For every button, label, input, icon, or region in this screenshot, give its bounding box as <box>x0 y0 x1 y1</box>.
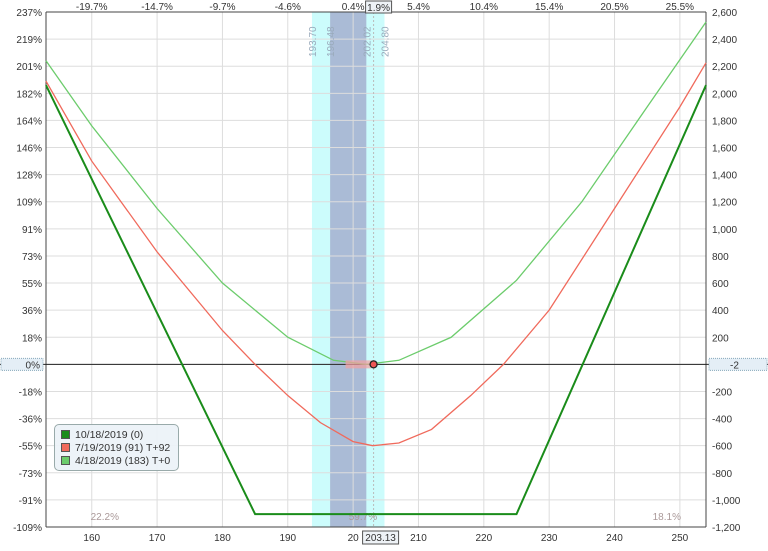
bottom-highlight-label: 203.13 <box>365 533 396 544</box>
band-label: 196.48 <box>326 26 337 57</box>
right-tick-label: 600 <box>712 279 729 290</box>
top-tick-label: 25.5% <box>666 2 694 13</box>
top-tick-label: 10.4% <box>470 2 498 13</box>
right-tick-label: 2,400 <box>712 35 737 46</box>
legend-swatch <box>61 443 70 452</box>
right-tick-label: 1,400 <box>712 171 737 182</box>
left-tick-label: 219% <box>16 35 42 46</box>
top-tick-label: 15.4% <box>535 2 563 13</box>
x-tick-label: 220 <box>475 533 492 544</box>
band-label: 202.02 <box>362 26 373 57</box>
left-tick-label: 18% <box>22 333 42 344</box>
legend-swatch <box>61 430 70 439</box>
left-tick-label: 55% <box>22 279 42 290</box>
bottom-highlight-box <box>362 530 400 545</box>
series-line-0 <box>45 84 707 516</box>
left-tick-label: 109% <box>16 198 42 209</box>
left-tick-label: 128% <box>16 171 42 182</box>
probability-label: 59.7% <box>349 512 377 523</box>
x-tick-label: 230 <box>541 533 558 544</box>
top-tick-label: -9.7% <box>209 2 235 13</box>
legend-label: 4/18/2019 (183) T+0 <box>75 454 171 467</box>
left-tick-label: 91% <box>22 225 42 236</box>
top-highlight-box <box>365 0 393 14</box>
right-tick-label: 2,000 <box>712 89 737 100</box>
top-tick-label: 20.5% <box>600 2 628 13</box>
x-tick-label: 250 <box>672 533 689 544</box>
x-tick-label: 180 <box>214 533 231 544</box>
right-tick-label: 2,600 <box>712 8 737 19</box>
x-tick-label: 190 <box>279 533 296 544</box>
legend-label: 10/18/2019 (0) <box>75 428 144 441</box>
zero-right-box <box>708 357 768 371</box>
current-price-marker <box>369 360 378 369</box>
legend: 10/18/2019 (0) 7/19/2019 (91) T+92 4/18/… <box>54 424 179 471</box>
right-tick-label: 1,800 <box>712 116 737 127</box>
left-tick-label: 146% <box>16 144 42 155</box>
left-tick-label: 201% <box>16 62 42 73</box>
legend-item[interactable]: 7/19/2019 (91) T+92 <box>61 441 172 454</box>
legend-item[interactable]: 4/18/2019 (183) T+0 <box>61 454 172 467</box>
right-tick-label: 800 <box>712 252 729 263</box>
right-tick-label: 1,200 <box>712 198 737 209</box>
left-tick-label: 182% <box>16 89 42 100</box>
band-label: 193.70 <box>308 26 319 57</box>
band-label: 204.80 <box>380 26 391 57</box>
right-tick-label: -200 <box>712 387 732 398</box>
right-tick-label: 1,600 <box>712 144 737 155</box>
price-marker-shadow <box>345 360 372 369</box>
zero-left-label: 0% <box>26 360 41 371</box>
top-highlight-label: 1.9% <box>367 3 390 14</box>
zero-left-box <box>0 357 44 371</box>
left-tick-label: -73% <box>19 469 42 480</box>
left-tick-label: -18% <box>19 387 42 398</box>
inner-range-band <box>330 12 367 527</box>
right-tick-label: 200 <box>712 333 729 344</box>
legend-item[interactable]: 10/18/2019 (0) <box>61 428 172 441</box>
probability-label: 22.2% <box>91 512 119 523</box>
right-tick-label: -600 <box>712 442 732 453</box>
probability-label: 18.1% <box>653 512 681 523</box>
x-tick-label: 240 <box>606 533 623 544</box>
right-tick-label: -1,000 <box>712 496 741 507</box>
zero-right-label: -2 <box>730 360 739 371</box>
x-tick-label: 160 <box>83 533 100 544</box>
top-tick-label: -19.7% <box>76 2 108 13</box>
x-tick-label: 170 <box>149 533 166 544</box>
left-tick-label: 73% <box>22 252 42 263</box>
top-tick-label: 5.4% <box>407 2 430 13</box>
right-tick-label: -1,200 <box>712 523 741 534</box>
left-tick-label: -36% <box>19 415 42 426</box>
x-tick-label: 210 <box>410 533 427 544</box>
legend-label: 7/19/2019 (91) T+92 <box>75 441 171 454</box>
right-tick-label: 400 <box>712 306 729 317</box>
right-tick-label: 2,200 <box>712 62 737 73</box>
right-tick-label: -400 <box>712 415 732 426</box>
top-tick-label: -4.6% <box>275 2 301 13</box>
legend-swatch <box>61 456 70 465</box>
left-tick-label: -55% <box>19 442 42 453</box>
left-tick-label: -91% <box>19 496 42 507</box>
series-line-1 <box>45 62 707 447</box>
left-tick-label: -109% <box>13 523 42 534</box>
top-tick-label: 0.4% <box>342 2 365 13</box>
top-tick-label: -14.7% <box>141 2 173 13</box>
x-tick-label: 20 <box>348 533 360 544</box>
left-tick-label: 36% <box>22 306 42 317</box>
left-tick-label: 164% <box>16 116 42 127</box>
right-tick-label: -800 <box>712 469 732 480</box>
right-tick-label: 1,000 <box>712 225 737 236</box>
left-tick-label: 237% <box>16 8 42 19</box>
